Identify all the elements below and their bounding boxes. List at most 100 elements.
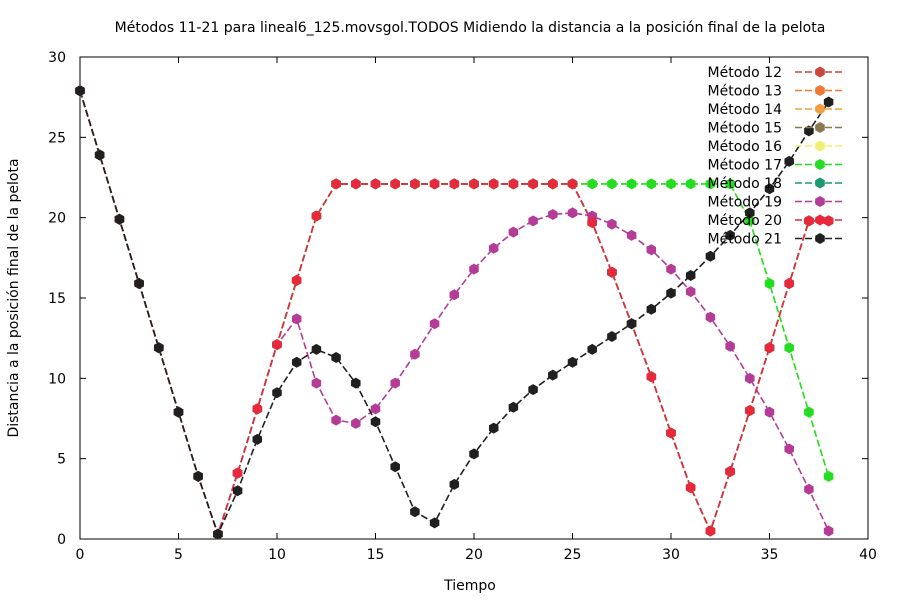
legend-swatch-point xyxy=(815,103,825,115)
data-point xyxy=(390,461,400,473)
data-point xyxy=(764,406,775,418)
legend-swatch-point xyxy=(815,233,825,244)
data-point xyxy=(272,339,282,351)
data-point xyxy=(567,178,578,190)
data-point xyxy=(745,372,755,384)
data-point xyxy=(626,318,637,330)
data-point xyxy=(548,178,558,190)
data-point xyxy=(252,403,263,415)
x-axis-label: Tiempo xyxy=(443,578,496,594)
data-point xyxy=(725,340,735,352)
data-point xyxy=(745,215,755,227)
legend-label: Método 20 xyxy=(708,213,782,229)
y-tick-label: 30 xyxy=(48,50,66,66)
data-point xyxy=(685,178,696,190)
series-points xyxy=(75,85,834,540)
x-tick-label: 35 xyxy=(761,547,779,563)
data-point xyxy=(508,178,519,190)
legend-label: Método 12 xyxy=(708,65,782,81)
data-point xyxy=(646,244,657,256)
data-point xyxy=(488,242,499,254)
data-point xyxy=(449,178,460,190)
data-point xyxy=(193,470,203,482)
data-point xyxy=(626,229,637,241)
data-point xyxy=(213,528,223,540)
data-point xyxy=(666,263,676,275)
data-point xyxy=(173,406,184,418)
data-point xyxy=(666,427,676,439)
data-point xyxy=(784,342,794,354)
data-point xyxy=(646,178,657,190)
y-axis-label: Distancia a la posición final de la pelo… xyxy=(6,158,22,437)
series-line xyxy=(79,90,830,537)
data-point xyxy=(154,342,164,354)
data-point xyxy=(745,404,755,416)
legend-label: Método 21 xyxy=(708,232,782,248)
data-point xyxy=(291,313,302,325)
y-tick-label: 15 xyxy=(48,291,66,307)
data-point xyxy=(488,178,499,190)
data-point xyxy=(705,178,716,190)
legend-swatch-point xyxy=(815,66,825,78)
data-point xyxy=(685,270,696,282)
data-point xyxy=(390,377,400,389)
legend-swatch-point xyxy=(815,159,825,170)
data-point xyxy=(410,348,420,360)
data-point xyxy=(429,517,440,529)
data-point xyxy=(331,178,341,190)
legend-swatch-point xyxy=(815,122,825,133)
data-point xyxy=(823,215,834,227)
x-tick-label: 15 xyxy=(367,547,385,563)
data-point xyxy=(646,303,657,315)
data-point xyxy=(311,210,322,222)
legend-label: Método 15 xyxy=(708,121,782,137)
data-point xyxy=(488,422,499,434)
data-point xyxy=(567,207,578,219)
data-point xyxy=(291,356,302,368)
data-point xyxy=(429,318,440,330)
data-point xyxy=(705,250,716,262)
data-point xyxy=(272,387,282,399)
data-point xyxy=(784,278,794,290)
data-point xyxy=(764,183,775,195)
y-tick-label: 10 xyxy=(48,371,66,387)
data-point xyxy=(548,369,558,381)
data-point xyxy=(685,482,696,494)
data-point xyxy=(725,178,735,190)
y-tick-label: 5 xyxy=(57,452,66,468)
data-point xyxy=(410,506,420,518)
data-point xyxy=(331,414,341,426)
data-point xyxy=(804,483,814,495)
x-tick-label: 20 xyxy=(465,547,483,563)
data-point xyxy=(449,289,460,301)
data-point xyxy=(449,478,460,490)
y-tick-label: 0 xyxy=(57,532,66,548)
data-point xyxy=(311,377,322,389)
x-tick-label: 25 xyxy=(564,547,582,563)
x-tick-label: 40 xyxy=(859,547,877,563)
data-point xyxy=(291,274,302,286)
data-point xyxy=(134,278,144,290)
data-point xyxy=(548,208,558,220)
data-point xyxy=(232,467,243,479)
data-point xyxy=(705,525,716,537)
legend: Método 12 Método 13 Método 14 Método 15 Méto… xyxy=(708,65,845,248)
legend-label: Método 17 xyxy=(708,158,782,174)
legend-swatch-point xyxy=(815,140,825,152)
legend-label: Método 19 xyxy=(708,195,782,211)
x-tick-label: 10 xyxy=(268,547,286,563)
data-point xyxy=(528,215,538,227)
data-point xyxy=(252,433,263,445)
data-point xyxy=(469,263,479,275)
data-point xyxy=(232,485,243,497)
data-point xyxy=(370,403,381,415)
data-point xyxy=(685,286,696,298)
data-point xyxy=(587,343,597,355)
data-point xyxy=(567,356,578,368)
legend-label: Método 18 xyxy=(708,176,782,192)
legend-label: Método 13 xyxy=(708,84,782,100)
data-point xyxy=(469,178,479,190)
x-tick-label: 0 xyxy=(76,547,85,563)
data-point xyxy=(725,229,735,241)
data-point xyxy=(587,178,597,190)
